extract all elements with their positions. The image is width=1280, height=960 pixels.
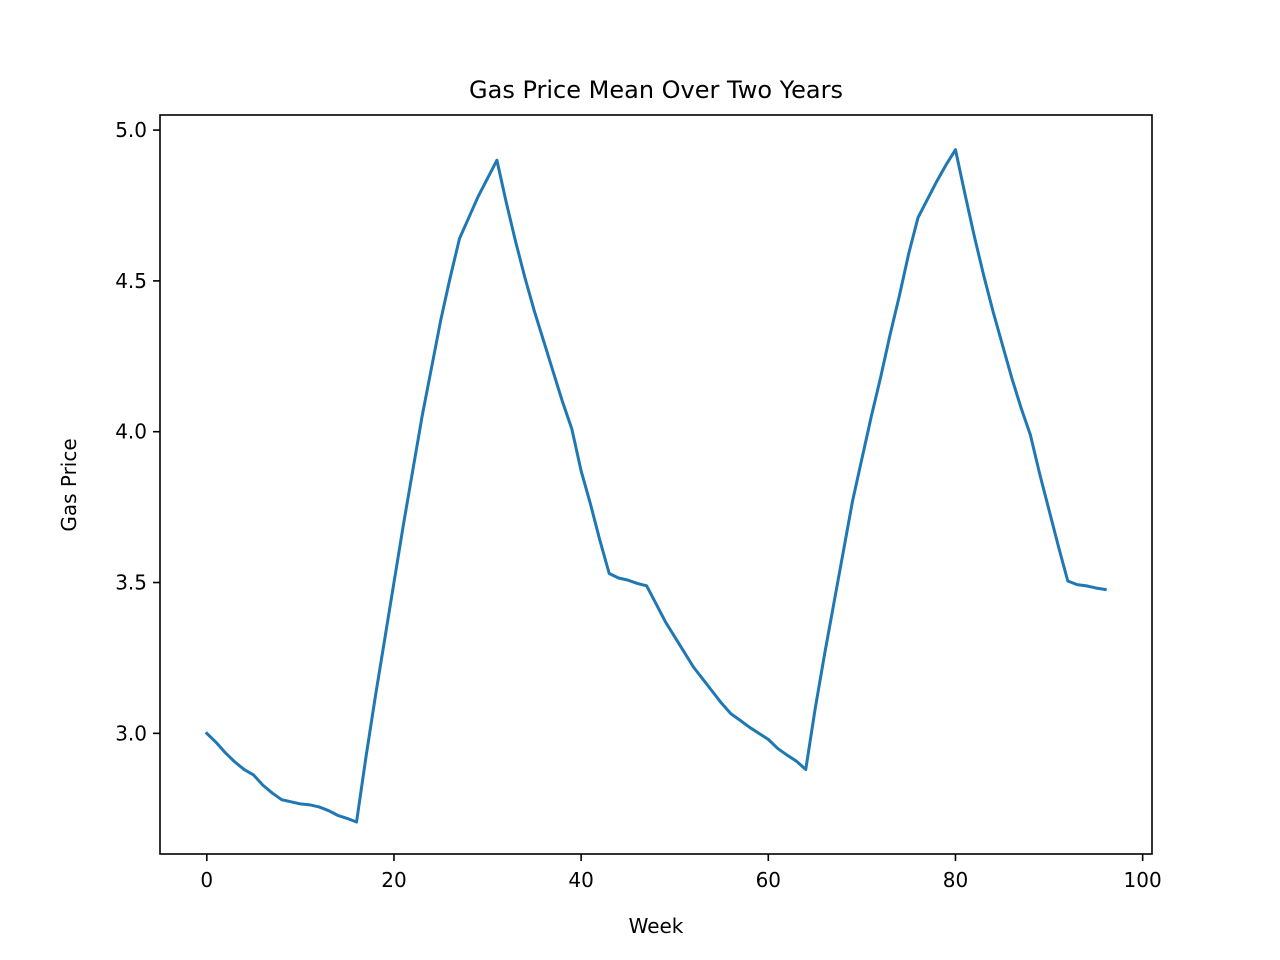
y-tick-label: 4.0 (115, 420, 147, 444)
y-tick-label: 3.0 (115, 721, 147, 745)
y-axis-ticks: 3.0 3.5 4.0 4.5 5.0 (115, 118, 160, 745)
x-tick-label: 40 (568, 868, 593, 892)
chart-title: Gas Price Mean Over Two Years (469, 76, 843, 104)
y-tick-label: 5.0 (115, 118, 147, 142)
plot-area-frame (159, 114, 1153, 855)
x-tick-label: 20 (381, 868, 406, 892)
series-line (204, 148, 1107, 824)
x-tick-label: 60 (756, 868, 781, 892)
y-axis-label: Gas Price (57, 438, 81, 531)
x-axis-ticks: 0 20 40 60 80 100 (200, 854, 1162, 892)
x-tick-label: 80 (943, 868, 968, 892)
y-tick-label: 4.5 (115, 269, 147, 293)
x-tick-label: 0 (200, 868, 213, 892)
x-tick-label: 100 (1124, 868, 1162, 892)
x-axis-label: Week (629, 914, 684, 938)
y-tick-label: 3.5 (115, 571, 147, 595)
